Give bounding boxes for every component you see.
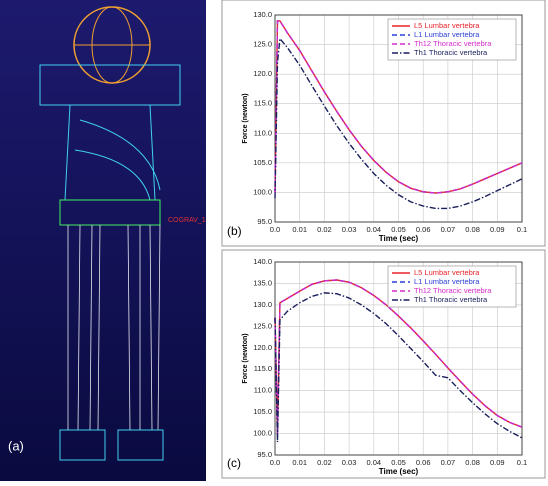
model-annotation: COGRAV_1 [168,217,206,224]
x-tick-label: 0.03 [342,225,357,234]
x-tick-label: 0.05 [391,225,406,234]
y-tick-label: 120.0 [253,69,272,78]
y-tick-label: 100.0 [253,187,272,196]
chart: 95.0 100.0 105.0 110.0 115.0 120.0 125.0 130.0 0… [221,0,546,247]
x-tick-label: 0.02 [317,225,332,234]
y-tick-label: 125.0 [253,321,272,330]
y-tick-label: 95.0 [257,450,272,459]
x-tick-label: 0.01 [292,458,307,467]
x-tick-label: 0.01 [292,225,307,234]
chart: 95.0 100.0 105.0 110.0 115.0 120.0 125.0 130.0 1… [221,249,546,479]
x-tick-label: 0.04 [366,225,381,234]
x-tick-label: 0.0 [270,458,280,467]
panel-label: (c) [227,456,241,470]
y-tick-label: 125.0 [253,40,272,49]
x-tick-label: 0.09 [490,225,505,234]
model-background [0,0,206,481]
x-tick-label: 0.04 [366,458,381,467]
y-tick-label: 110.0 [254,386,272,395]
legend-label: L5 Lumbar vertebra [414,21,480,30]
x-tick-label: 0.06 [416,458,431,467]
x-tick-label: 0.0 [270,225,280,234]
series-line [274,279,523,434]
model-foot [117,429,164,461]
legend-label: Th12 Thoracic vertebra [414,286,492,295]
y-tick-label: 115.0 [254,99,272,108]
model-foot [59,429,106,461]
y-axis-label: Force (newton) [242,333,249,383]
series-line [274,36,523,210]
x-tick-label: 0.1 [517,458,527,467]
plot-area [274,14,523,223]
model-pelvis [59,199,161,226]
legend-label: Th12 Thoracic vertebra [414,39,492,48]
y-axis-label: Force (newton) [242,93,249,143]
x-tick-label: 0.1 [517,225,527,234]
y-tick-label: 105.0 [253,407,272,416]
y-tick-label: 130.0 [253,10,272,19]
y-tick-label: 115.0 [254,364,272,373]
series-line [274,292,523,443]
x-tick-label: 0.09 [490,458,505,467]
y-tick-label: 135.0 [253,278,272,287]
model-torso-mesh [74,119,161,201]
x-tick-label: 0.03 [342,458,357,467]
x-tick-label: 0.07 [441,225,456,234]
plot-area [274,261,523,456]
legend-label: Th1 Thoracic vertebra [414,295,488,304]
y-tick-label: 130.0 [253,300,272,309]
legend-label: L1 Lumbar vertebra [414,30,480,39]
y-tick-label: 100.0 [253,429,272,438]
series-line [274,20,523,194]
x-tick-label: 0.02 [317,458,332,467]
y-tick-label: 95.0 [257,217,272,226]
y-tick-label: 120.0 [253,343,272,352]
legend-label: Th1 Thoracic vertebra [414,48,488,57]
x-tick-label: 0.05 [391,458,406,467]
x-tick-label: 0.08 [465,225,480,234]
panel-label: (a) [8,438,24,453]
x-axis-label: Time (sec) [379,467,419,476]
y-tick-label: 140.0 [253,257,272,266]
model-legs [67,224,161,431]
y-tick-label: 105.0 [253,158,272,167]
panel-label: (b) [227,224,242,238]
x-tick-label: 0.07 [441,458,456,467]
legend-label: L5 Lumbar vertebra [414,268,480,277]
x-tick-label: 0.06 [416,225,431,234]
x-axis-label: Time (sec) [379,234,419,243]
x-tick-label: 0.08 [465,458,480,467]
y-tick-label: 110.0 [254,128,272,137]
model-panel: COGRAV_1 (a) [0,0,206,481]
legend-label: L1 Lumbar vertebra [414,277,480,286]
